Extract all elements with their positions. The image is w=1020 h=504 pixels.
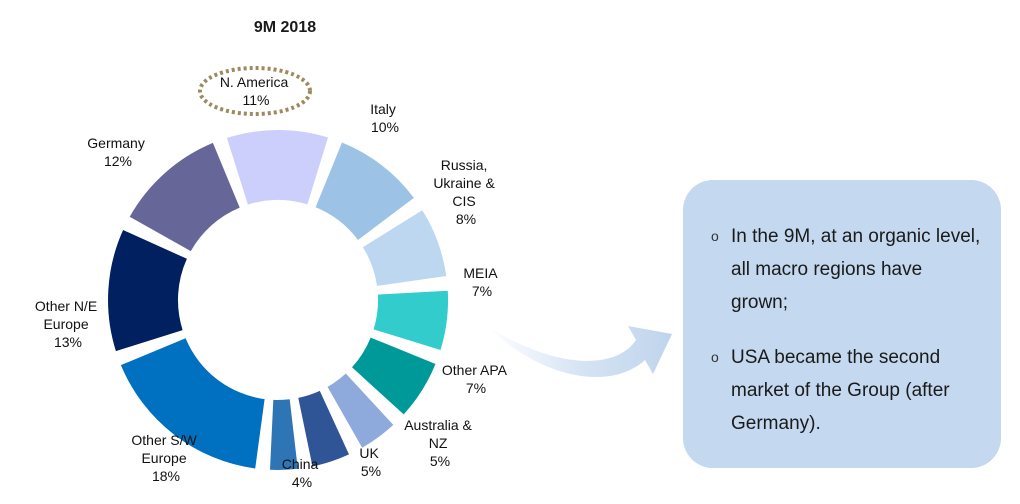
bullet-mark: o [711,349,719,365]
curved-arrow [487,326,672,378]
callout-bullet-text: In the 9M, at an organic level, all macr… [731,226,981,313]
slice-italy [315,142,414,240]
bullet-mark: o [711,228,719,244]
donut-slices [108,130,449,470]
slice-other-n-e-europe [108,230,187,352]
slice-australia-nz [327,373,394,448]
label-n-america: N. America 11% [220,74,292,108]
label-germany: Germany 12% [87,135,148,169]
callout-bullet-text: USA became the second market of the Grou… [731,347,950,434]
slice-other-apa [352,337,436,415]
label-other-ne: Other N/E Europe 13% [35,298,101,350]
label-other-sw: Other S/W Europe 18% [131,432,200,484]
slice-meia [373,290,449,350]
label-russia: Russia, Ukraine & CIS 8% [433,157,498,227]
highlight-ellipse [198,66,312,116]
callout-bullet: o USA became the second market of the Gr… [711,341,981,440]
slice-germany [129,142,240,252]
label-italy: Italy 10% [370,101,400,135]
label-meia: MEIA 7% [463,265,500,299]
label-uk: UK 5% [359,445,382,479]
slice-russia-ukraine-cis [362,210,447,286]
callout-bullet: o In the 9M, at an organic level, all ma… [711,220,981,319]
callout-box: o In the 9M, at an organic level, all ma… [683,180,1001,468]
chart-title: 9M 2018 [254,19,316,36]
label-australia: Australia & NZ 5% [404,417,476,469]
slice-n-america [226,130,328,205]
slice-uk [298,390,349,467]
slice-labels: N. America 11% Italy 10% Russia, Ukraine… [35,74,510,490]
label-other-apa: Other APA 7% [442,362,510,396]
slice-china [270,399,298,470]
label-china: China 4% [282,456,322,490]
slice-other-s-w-europe [120,338,265,469]
